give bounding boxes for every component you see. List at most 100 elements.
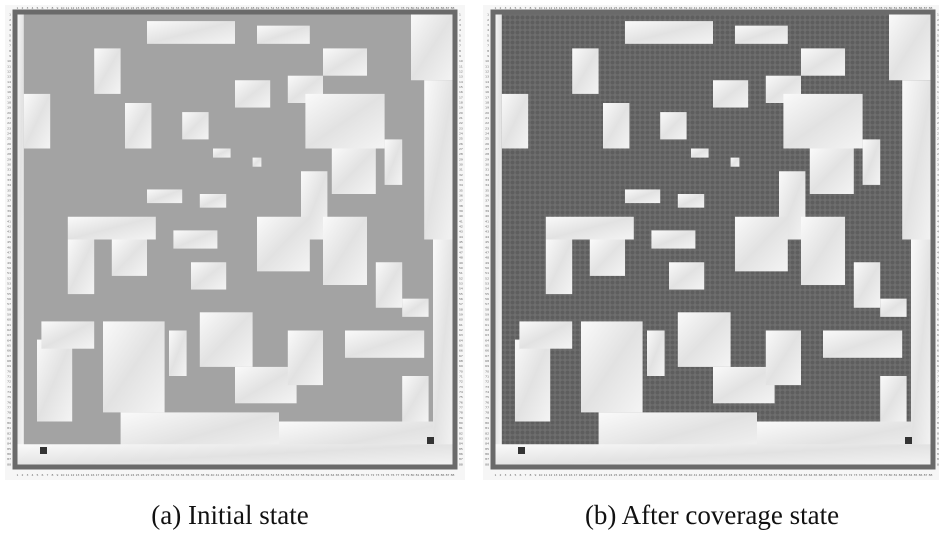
grid-index: 74	[381, 473, 385, 477]
grid-index: 61	[794, 6, 798, 10]
grid-index: 37	[674, 6, 678, 10]
grid-index: 8	[530, 473, 532, 477]
grid-index: 69	[834, 6, 838, 10]
grid-index: 17	[96, 473, 100, 477]
grid-index: 6	[42, 6, 44, 10]
grid-index: 22	[599, 6, 603, 10]
grid-index: 3	[459, 23, 461, 27]
grid-index: 61	[459, 323, 463, 327]
grid-index: 36	[459, 194, 463, 198]
grid-index: 67	[824, 473, 828, 477]
grid-index: 64	[331, 6, 335, 10]
grid-index: 4	[510, 6, 512, 10]
grid-index: 76	[391, 473, 395, 477]
grid-index: 24	[459, 132, 463, 136]
terrain	[200, 312, 253, 367]
grid-index: 26	[619, 473, 623, 477]
grid-index: 30	[161, 473, 165, 477]
grid-index: 31	[459, 168, 463, 172]
grid-index: 40	[689, 6, 693, 10]
grid-index: 63	[326, 6, 330, 10]
grid-index: 38	[201, 6, 205, 10]
grid-index: 12	[71, 6, 75, 10]
grid-index: 7	[9, 44, 11, 48]
grid-index: 71	[485, 375, 489, 379]
grid-index: 61	[316, 6, 320, 10]
grid-index: 66	[341, 473, 345, 477]
grid-index: 36	[669, 6, 673, 10]
grid-index: 38	[485, 204, 489, 208]
terrain	[889, 12, 933, 80]
grid-index: 42	[7, 225, 11, 229]
grid-index: 59	[459, 312, 463, 316]
grid-index: 43	[226, 473, 230, 477]
grid-index: 6	[459, 38, 461, 42]
terrain	[590, 240, 625, 276]
grid-index: 28	[629, 473, 633, 477]
grid-index: 58	[301, 473, 305, 477]
grid-index: 86	[7, 452, 11, 456]
terrain	[385, 139, 403, 185]
terrain	[41, 321, 94, 348]
grid-index: 35	[664, 6, 668, 10]
grid-index: 27	[624, 6, 628, 10]
terrain	[902, 80, 933, 239]
grid-index: 47	[485, 250, 489, 254]
grid-index: 4	[459, 28, 461, 32]
grid-index: 31	[644, 473, 648, 477]
terrain	[801, 217, 845, 285]
grid-index: 55	[764, 473, 768, 477]
grid-index: 40	[689, 473, 693, 477]
terrain	[182, 112, 208, 139]
grid-index: 7	[525, 473, 527, 477]
grid-index: 75	[386, 6, 390, 10]
grid-index: 1	[487, 13, 489, 17]
start-cell	[40, 447, 47, 454]
grid-index: 18	[101, 473, 105, 477]
grid-index: 79	[485, 416, 489, 420]
grid-index: 9	[535, 473, 537, 477]
grid-index: 1	[495, 6, 497, 10]
grid-index: 64	[485, 338, 489, 342]
terrain	[37, 340, 72, 422]
grid-index: 49	[7, 261, 11, 265]
grid-index: 74	[859, 473, 863, 477]
grid-index: 46	[459, 245, 463, 249]
grid-index: 11	[459, 64, 463, 68]
grid-index: 62	[7, 328, 11, 332]
grid-index: 87	[924, 6, 928, 10]
grid-index: 26	[619, 6, 623, 10]
grid-index: 83	[426, 6, 430, 10]
terrain	[235, 80, 270, 107]
terrain	[147, 21, 235, 44]
grid-index: 73	[459, 385, 463, 389]
grid-index: 80	[459, 421, 463, 425]
grid-index: 36	[485, 194, 489, 198]
grid-index: 60	[485, 318, 489, 322]
grid-index: 66	[459, 349, 463, 353]
grid-index: 66	[485, 349, 489, 353]
grid-index: 29	[634, 473, 638, 477]
grid-index: 2	[22, 473, 24, 477]
grid-index: 65	[459, 343, 463, 347]
grid-index: 61	[7, 323, 11, 327]
terrain	[678, 312, 731, 367]
grid-index: 33	[654, 6, 658, 10]
grid-index: 58	[301, 6, 305, 10]
grid-index: 7	[47, 473, 49, 477]
grid-index: 80	[889, 473, 893, 477]
grid-index: 36	[7, 194, 11, 198]
grid-index: 36	[191, 473, 195, 477]
grid-index: 23	[126, 473, 130, 477]
grid-index: 52	[7, 276, 11, 280]
grid-index: 32	[649, 6, 653, 10]
grid-index: 44	[709, 6, 713, 10]
grid-index: 17	[7, 95, 11, 99]
grid-index: 55	[286, 6, 290, 10]
grid-index: 19	[106, 473, 110, 477]
grid-index: 85	[7, 447, 11, 451]
grid-index: 74	[459, 390, 463, 394]
grid-index: 65	[336, 473, 340, 477]
terrain	[515, 340, 550, 422]
grid-index: 55	[485, 292, 489, 296]
